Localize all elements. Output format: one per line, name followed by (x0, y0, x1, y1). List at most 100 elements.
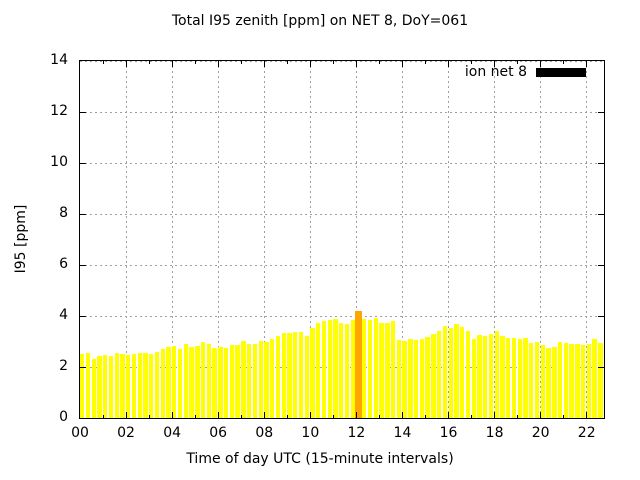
bar (425, 336, 430, 418)
x-tick (401, 61, 403, 67)
bar (552, 346, 557, 418)
bar (131, 353, 137, 418)
highlighted-bar (355, 310, 362, 418)
x-tick (125, 61, 127, 67)
bar (367, 320, 373, 418)
x-tick-label: 14 (393, 425, 412, 441)
bar (281, 332, 286, 418)
x-gridline (586, 61, 588, 418)
bar (80, 354, 85, 418)
bar (569, 343, 574, 418)
x-tick-label: 20 (531, 425, 550, 441)
x-tick (125, 412, 127, 418)
x-tick (240, 61, 242, 64)
bar (310, 327, 315, 418)
x-axis-title: Time of day UTC (15-minute intervals) (186, 451, 454, 467)
x-tick (332, 61, 334, 64)
y-gridline (80, 315, 604, 317)
y-gridline (80, 213, 604, 215)
bar (97, 355, 102, 418)
bar (534, 342, 540, 418)
legend: ion net 8 (465, 64, 586, 80)
bar (529, 342, 534, 418)
bar (488, 333, 494, 418)
x-tick (448, 412, 450, 418)
bar (563, 342, 569, 418)
bar (235, 344, 240, 418)
x-tick-label: 06 (209, 425, 228, 441)
y-tick-label: 6 (59, 256, 68, 272)
bar (154, 351, 160, 418)
x-tick-label: 02 (117, 425, 135, 441)
bar (454, 324, 459, 418)
x-tick (286, 61, 288, 64)
bar (333, 318, 338, 418)
y-tick (80, 162, 86, 164)
bar (103, 355, 108, 418)
x-gridline (309, 61, 311, 418)
bar (206, 343, 212, 418)
x-tick (540, 412, 542, 418)
y-tick-label: 4 (59, 307, 68, 323)
bar (586, 343, 592, 418)
x-tick (171, 61, 173, 67)
x-tick (378, 415, 380, 418)
bar (523, 337, 528, 418)
bar (91, 359, 96, 418)
y-tick-label: 8 (59, 205, 68, 221)
bar (223, 347, 229, 418)
bar (200, 342, 206, 418)
bar (258, 341, 263, 418)
x-tick-label: 00 (71, 425, 89, 441)
bar (177, 348, 183, 418)
x-tick (378, 61, 380, 64)
bar (218, 346, 223, 418)
x-gridline (448, 61, 450, 418)
bar (293, 332, 298, 418)
y-tick (80, 315, 86, 317)
bar (390, 321, 396, 418)
x-tick (563, 61, 565, 64)
bar (437, 331, 442, 418)
x-tick (148, 415, 150, 418)
x-tick-label: 08 (255, 425, 274, 441)
bar (592, 338, 597, 418)
bar (160, 349, 165, 418)
x-tick-label: 16 (439, 425, 458, 441)
y-tick-label: 10 (50, 154, 68, 170)
bar (419, 338, 425, 418)
y-tick (598, 264, 604, 266)
legend-label: ion net 8 (464, 64, 527, 80)
x-tick (401, 412, 403, 418)
bar (108, 355, 114, 418)
bar (500, 336, 505, 418)
bar (316, 322, 321, 418)
bar (287, 332, 292, 418)
bar (546, 347, 551, 418)
y-tick-label: 0 (59, 409, 68, 425)
x-gridline (171, 61, 173, 418)
x-tick (148, 61, 150, 64)
bar (557, 341, 563, 418)
y-gridline (80, 264, 604, 266)
bar (344, 324, 350, 418)
x-tick-label: 10 (301, 425, 320, 441)
bar (275, 336, 281, 418)
y-tick (598, 162, 604, 164)
y-tick-label: 2 (59, 358, 68, 374)
y-tick (80, 264, 86, 266)
bar (149, 354, 154, 418)
bar (339, 322, 344, 418)
x-gridline (355, 61, 357, 418)
bar (373, 317, 378, 418)
x-tick (263, 412, 265, 418)
y-tick (598, 315, 604, 317)
bar (143, 352, 148, 418)
x-gridline (494, 61, 496, 418)
legend-swatch-icon (536, 67, 586, 77)
x-tick-label: 22 (577, 425, 596, 441)
bar (195, 346, 200, 418)
bar (120, 354, 125, 418)
x-gridline (540, 61, 542, 418)
